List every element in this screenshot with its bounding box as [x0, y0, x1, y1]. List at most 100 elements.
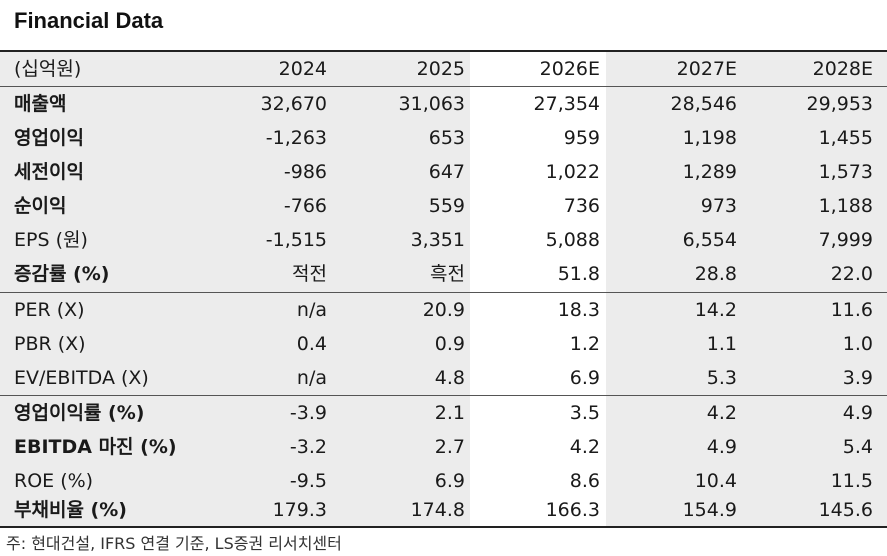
- table-cell: 0.9: [434, 333, 465, 355]
- table-cell: 5,088: [545, 229, 600, 251]
- table-cell: 647: [428, 161, 465, 183]
- table-cell: 959: [563, 127, 600, 149]
- table-cell: 22.0: [830, 263, 873, 285]
- table-top-rule: [0, 50, 887, 52]
- table-cell: 2.1: [434, 402, 465, 424]
- table-row: 증감률 (%) 적전 흑전 51.8 28.8 22.0: [0, 257, 887, 291]
- table-cell: 32,670: [260, 93, 327, 115]
- table-bottom-rule: [0, 526, 887, 528]
- row-label: PER (X): [14, 299, 85, 321]
- table-cell: -1,515: [265, 229, 327, 251]
- table-cell: 6,554: [682, 229, 737, 251]
- table-row: 영업이익 -1,263 653 959 1,198 1,455: [0, 121, 887, 155]
- table-row: 순이익 -766 559 736 973 1,188: [0, 189, 887, 223]
- table-cell: 27,354: [533, 93, 600, 115]
- table-cell: -3.2: [289, 436, 327, 458]
- table-row: 매출액 32,670 31,063 27,354 28,546 29,953: [0, 87, 887, 121]
- table-cell: 4.2: [569, 436, 600, 458]
- table-cell: 4.2: [706, 402, 737, 424]
- table-row: PER (X) n/a 20.9 18.3 14.2 11.6: [0, 293, 887, 327]
- header-rule: [0, 86, 887, 87]
- table-cell: -9.5: [289, 470, 327, 492]
- table-cell: 3.5: [569, 402, 600, 424]
- row-label: EPS (원): [14, 229, 88, 251]
- table-cell: 4.9: [706, 436, 737, 458]
- year-header: 2025: [416, 58, 465, 80]
- table-cell: 8.6: [569, 470, 600, 492]
- table-cell: 18.3: [557, 299, 600, 321]
- year-header: 2026E: [539, 58, 600, 80]
- table-cell: 흑전: [430, 263, 465, 285]
- table-cell: 1,455: [818, 127, 873, 149]
- table-cell: 2.7: [434, 436, 465, 458]
- table-row: PBR (X) 0.4 0.9 1.2 1.1 1.0: [0, 327, 887, 361]
- table-cell: 145.6: [818, 499, 873, 521]
- table-row: EPS (원) -1,515 3,351 5,088 6,554 7,999: [0, 223, 887, 257]
- table-cell: 31,063: [398, 93, 465, 115]
- table-cell: 1,022: [545, 161, 600, 183]
- table-cell: 20.9: [422, 299, 465, 321]
- table-cell: 51.8: [557, 263, 600, 285]
- table-cell: 4.9: [842, 402, 873, 424]
- row-label: 영업이익: [14, 127, 84, 149]
- year-header: 2028E: [812, 58, 873, 80]
- table-cell: 1,573: [818, 161, 873, 183]
- row-label: 부채비율 (%): [14, 499, 127, 521]
- row-label: PBR (X): [14, 333, 86, 355]
- table-row: 부채비율 (%) 179.3 174.8 166.3 154.9 145.6: [0, 493, 887, 527]
- financial-table: (십억원) 2024 2025 2026E 2027E 2028E 매출액 32…: [0, 50, 887, 528]
- table-cell: -3.9: [289, 402, 327, 424]
- row-label: 영업이익률 (%): [14, 402, 145, 424]
- table-cell: 11.6: [830, 299, 873, 321]
- table-cell: 0.4: [296, 333, 327, 355]
- table-cell: -986: [283, 161, 327, 183]
- table-cell: 1,289: [682, 161, 737, 183]
- unit-label: (십억원): [14, 58, 82, 80]
- row-label: 순이익: [14, 195, 67, 217]
- table-cell: 1.1: [706, 333, 737, 355]
- table-cell: 6.9: [434, 470, 465, 492]
- table-cell: 154.9: [682, 499, 737, 521]
- row-label: 매출액: [14, 93, 67, 115]
- table-row: 영업이익률 (%) -3.9 2.1 3.5 4.2 4.9: [0, 396, 887, 430]
- table-row: EBITDA 마진 (%) -3.2 2.7 4.2 4.9 5.4: [0, 430, 887, 464]
- table-cell: 6.9: [569, 367, 600, 389]
- source-note: 주: 현대건설, IFRS 연결 기준, LS증권 리서치센터: [6, 534, 342, 553]
- table-row: EV/EBITDA (X) n/a 4.8 6.9 5.3 3.9: [0, 361, 887, 395]
- section-rule: [0, 395, 887, 396]
- table-cell: -766: [283, 195, 327, 217]
- table-cell: -1,263: [265, 127, 327, 149]
- table-cell: 3.9: [842, 367, 873, 389]
- table-cell: 736: [563, 195, 600, 217]
- table-cell: 559: [428, 195, 465, 217]
- year-header: 2027E: [676, 58, 737, 80]
- table-cell: 653: [428, 127, 465, 149]
- year-header: 2024: [278, 58, 327, 80]
- table-header-row: (십억원) 2024 2025 2026E 2027E 2028E: [0, 52, 887, 86]
- table-cell: 7,999: [818, 229, 873, 251]
- table-cell: 1.0: [842, 333, 873, 355]
- table-cell: 5.3: [706, 367, 737, 389]
- table-cell: 174.8: [410, 499, 465, 521]
- row-label: EV/EBITDA (X): [14, 367, 149, 389]
- table-cell: 1,198: [682, 127, 737, 149]
- table-cell: n/a: [296, 299, 327, 321]
- row-label: ROE (%): [14, 470, 94, 492]
- table-cell: 적전: [292, 263, 327, 285]
- table-title: Financial Data: [14, 8, 164, 33]
- table-row: ROE (%) -9.5 6.9 8.6 10.4 11.5: [0, 464, 887, 498]
- table-cell: 3,351: [410, 229, 465, 251]
- table-cell: 166.3: [545, 499, 600, 521]
- table-cell: 4.8: [434, 367, 465, 389]
- forecast-column-highlight: [470, 50, 606, 528]
- row-label: EBITDA 마진 (%): [14, 436, 177, 458]
- table-cell: 29,953: [806, 93, 873, 115]
- table-cell: 11.5: [830, 470, 873, 492]
- table-cell: 14.2: [694, 299, 737, 321]
- table-cell: 10.4: [694, 470, 737, 492]
- row-label: 증감률 (%): [14, 263, 110, 285]
- table-cell: 5.4: [842, 436, 873, 458]
- table-cell: 973: [700, 195, 737, 217]
- row-label: 세전이익: [14, 161, 84, 183]
- table-cell: 1,188: [818, 195, 873, 217]
